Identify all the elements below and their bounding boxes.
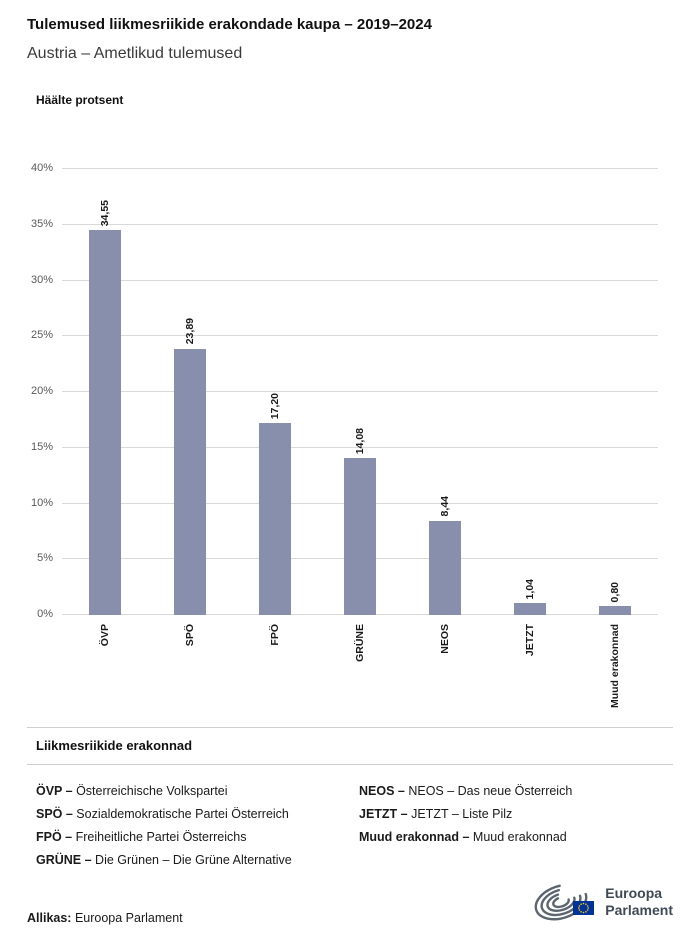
legend-columns: ÖVP – Österreichische Volkspartei SPÖ – S… — [27, 765, 673, 872]
legend-entry: ÖVP – Österreichische Volkspartei — [36, 780, 341, 803]
x-axis-category-label: ÖVP — [98, 624, 111, 647]
bar-column: 1,04 — [488, 169, 573, 615]
y-tick-label: 0% — [37, 608, 53, 620]
y-tick-label: 10% — [30, 496, 53, 509]
bar-column: 14,08 — [317, 169, 402, 615]
page-subtitle: Austria – Ametlikud tulemused — [27, 45, 243, 62]
bar-value-label: 8,44 — [439, 496, 452, 517]
x-axis-category-label: FPÖ — [268, 624, 281, 646]
ep-logo-text-line1: Euroopa — [605, 885, 663, 901]
legend-column-left: ÖVP – Österreichische Volkspartei SPÖ – S… — [36, 780, 341, 872]
gridline: 15% — [31, 441, 658, 453]
bar — [514, 603, 547, 615]
source-note: Allikas: Euroopa Parlament — [27, 911, 183, 925]
category-column: SPÖ — [147, 615, 232, 727]
category-column: JETZT — [488, 615, 573, 727]
legend-entry-abbr: JETZT – — [359, 807, 408, 821]
y-tick-label: 15% — [30, 440, 53, 453]
legend-entry: JETZT – JETZT – Liste Pilz — [359, 803, 664, 826]
legend-entry-name: Muud erakonnad — [469, 830, 567, 844]
y-tick-label: 20% — [30, 385, 53, 397]
legend-entry-name: Sozialdemokratische Partei Österreich — [72, 807, 289, 821]
bar-value-label: 14,08 — [353, 427, 366, 455]
legend-section: Liikmesriikide erakonnad ÖVP – Österreic… — [27, 727, 673, 872]
category-column: Muud erakonnad — [573, 615, 658, 727]
legend-entry: Muud erakonnad – Muud erakonnad — [359, 826, 664, 849]
bar — [429, 520, 462, 615]
bar-column: 0,80 — [573, 169, 658, 615]
bar-value-label: 0,80 — [609, 581, 622, 603]
bar-column: 34,55 — [62, 169, 147, 615]
legend-entry-name: Freiheitliche Partei Österreichs — [72, 830, 247, 844]
y-tick-label: 30% — [30, 273, 53, 286]
y-tick-label: 40% — [30, 162, 53, 174]
x-axis-category-label: Muud erakonnad — [609, 624, 622, 709]
legend-entry-name: Die Grünen – Die Grüne Alternative — [91, 853, 292, 867]
legend-entry: FPÖ – Freiheitliche Partei Österreichs — [36, 826, 341, 849]
legend-entry-name: JETZT – Liste Pilz — [407, 807, 513, 821]
bar — [88, 229, 121, 615]
legend-entry: NEOS – NEOS – Das neue Österreich — [359, 780, 664, 803]
chart-ylabel-heading: Häälte protsent — [36, 93, 124, 107]
source-label: Allikas: — [27, 911, 72, 925]
y-tick-label: 5% — [37, 552, 53, 565]
legend-entry: SPÖ – Sozialdemokratische Partei Österre… — [36, 803, 341, 826]
ep-logo-text-line2: Parlament — [605, 902, 673, 918]
y-tick-label: 25% — [30, 329, 53, 342]
bar-chart: 0% 5% 10% 15% 20% 25% 30% 35% 40% 34,55 23,89 17,2… — [31, 162, 658, 620]
x-axis-category-label: NEOS — [439, 624, 452, 654]
bar-column: 17,20 — [232, 169, 317, 615]
category-column: GRÜNE — [317, 615, 402, 727]
x-axis-category-label: SPÖ — [183, 624, 196, 647]
gridline: 40% — [31, 162, 658, 174]
eu-flag-icon — [573, 901, 595, 915]
gridline: 25% — [31, 329, 658, 341]
source-value: Euroopa Parlament — [74, 911, 183, 925]
bars: 34,55 23,89 17,20 14,08 8,44 1,04 0,80 — [62, 169, 658, 615]
bar-value-label: 17,20 — [268, 392, 281, 420]
bar — [343, 458, 376, 615]
category-column: FPÖ — [232, 615, 317, 727]
bar-column: 8,44 — [403, 169, 488, 615]
x-axis-category-label: GRÜNE — [353, 624, 366, 662]
legend-entry-abbr: GRÜNE – — [36, 853, 92, 867]
legend-entry-abbr: Muud erakonnad – — [359, 830, 470, 844]
bar-value-label: 23,89 — [183, 318, 196, 345]
legend-column-right: NEOS – NEOS – Das neue Österreich JETZT –… — [359, 780, 664, 872]
x-axis-labels: ÖVP SPÖ FPÖ GRÜNE NEOS JETZT Muud erakonnad — [62, 615, 658, 727]
legend-entry-abbr: SPÖ – — [36, 807, 73, 821]
legend-heading: Liikmesriikide erakonnad — [27, 728, 673, 765]
y-tick-label: 35% — [30, 217, 53, 230]
bar — [258, 423, 291, 615]
legend-entry-name: Österreichische Volkspartei — [72, 784, 228, 798]
legend-entry-abbr: NEOS – — [359, 784, 405, 798]
bar-value-label: 34,55 — [98, 199, 111, 226]
ep-logo-swirl-icon — [534, 883, 595, 921]
header: Tulemused liikmesriikide erakondade kaup… — [0, 0, 700, 63]
gridline: 20% — [31, 385, 658, 397]
bar — [173, 348, 206, 615]
gridline: 30% — [31, 274, 658, 286]
ep-logo-text: Euroopa Parlament — [605, 885, 673, 919]
bar-value-label: 1,04 — [524, 578, 537, 600]
ep-logo: Euroopa Parlament — [533, 879, 673, 925]
legend-entry-abbr: ÖVP – — [36, 784, 73, 798]
gridline: 35% — [31, 218, 658, 230]
bar-column: 23,89 — [147, 169, 232, 615]
category-column: NEOS — [403, 615, 488, 727]
footer: Allikas: Euroopa Parlament — [27, 879, 673, 925]
legend-entry-name: NEOS – Das neue Österreich — [404, 784, 573, 798]
page-title: Tulemused liikmesriikide erakondade kaup… — [27, 16, 432, 33]
bar — [599, 606, 632, 615]
legend-entry: GRÜNE – Die Grünen – Die Grüne Alternati… — [36, 849, 341, 872]
category-column: ÖVP — [62, 615, 147, 727]
legend-entry-abbr: FPÖ – — [36, 830, 73, 844]
x-axis-category-label: JETZT — [524, 624, 537, 657]
